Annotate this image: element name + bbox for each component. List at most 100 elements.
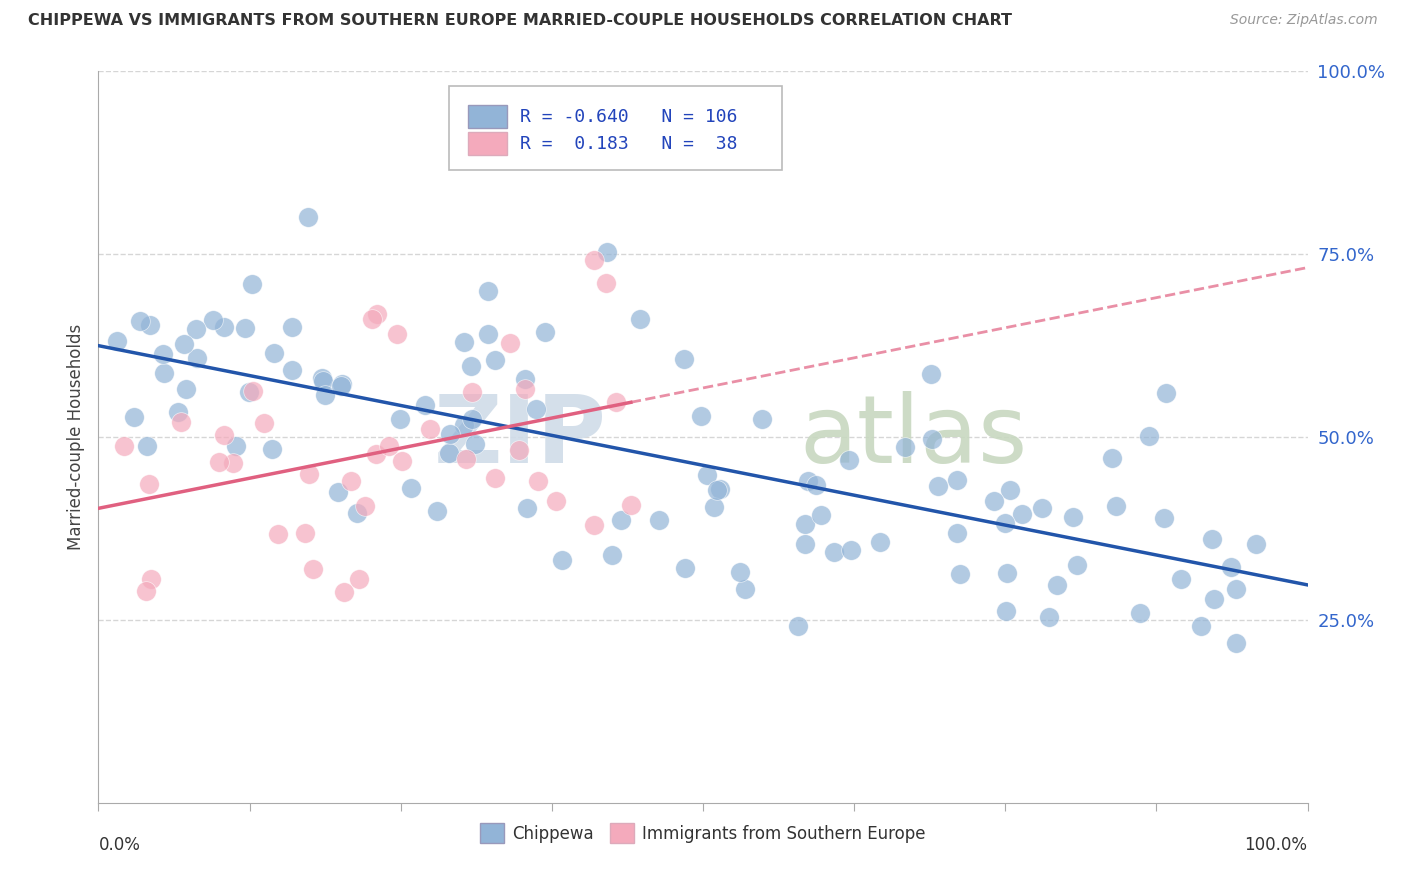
Text: R =  0.183   N =  38: R = 0.183 N = 38 [520,135,738,153]
Point [515,382,537,396]
Point [312,374,335,388]
Point [583,518,606,533]
Point [709,482,731,496]
Point [1101,451,1123,466]
Point [124,409,146,424]
Point [222,456,245,470]
Point [340,474,363,488]
Point [233,321,256,335]
Point [208,454,231,468]
Point [994,603,1017,617]
Point [1038,609,1060,624]
Point [263,345,285,359]
Point [508,442,530,457]
Point [173,337,195,351]
Point [1062,509,1084,524]
Point [1244,536,1267,550]
Point [464,436,486,450]
Point [823,545,845,559]
Point [385,326,408,341]
Point [461,412,484,426]
Point [314,388,336,402]
Point [484,353,506,368]
Point [595,277,617,291]
Point [280,320,302,334]
Point [242,384,264,398]
Point [628,312,651,326]
Point [262,442,284,456]
Point [797,474,820,488]
FancyBboxPatch shape [449,86,782,170]
Point [391,454,413,468]
Point [311,370,333,384]
Point [949,567,972,582]
Point [294,525,316,540]
Point [437,446,460,460]
Point [302,562,325,576]
Point [605,394,627,409]
Point [1129,606,1152,620]
Point [534,325,557,339]
Point [138,477,160,491]
Point [419,422,441,436]
Point [1204,592,1226,607]
Point [546,493,568,508]
Point [129,313,152,327]
Point [689,409,711,423]
Point [513,372,536,386]
Point [945,473,967,487]
Point [647,513,669,527]
Point [330,377,353,392]
Point [346,506,368,520]
Point [1066,558,1088,572]
Point [461,384,484,399]
Point [527,474,550,488]
Point [672,351,695,366]
Point [152,347,174,361]
Point [794,516,817,531]
Point [477,326,499,341]
Point [1189,619,1212,633]
Point [550,553,572,567]
Point [927,479,949,493]
Point [366,307,388,321]
Point [484,471,506,485]
Point [706,483,728,498]
Point [298,467,321,482]
Point [135,583,157,598]
Point [1153,510,1175,524]
Point [734,582,756,597]
Point [995,566,1018,581]
Point [136,439,159,453]
Point [810,508,832,522]
Point [1201,532,1223,546]
Text: atlas: atlas [800,391,1028,483]
Point [212,319,235,334]
Point [477,284,499,298]
FancyBboxPatch shape [468,105,508,128]
Point [112,439,135,453]
Point [170,415,193,429]
Point [596,245,619,260]
Text: Source: ZipAtlas.com: Source: ZipAtlas.com [1230,13,1378,28]
Point [600,549,623,563]
Point [332,585,354,599]
Text: R = -0.640   N = 106: R = -0.640 N = 106 [520,108,738,126]
Point [1031,501,1053,516]
Point [139,318,162,333]
Point [266,527,288,541]
Point [153,366,176,380]
Point [453,417,475,432]
Text: CHIPPEWA VS IMMIGRANTS FROM SOUTHERN EUROPE MARRIED-COUPLE HOUSEHOLDS CORRELATIO: CHIPPEWA VS IMMIGRANTS FROM SOUTHERN EUR… [28,13,1012,29]
Point [238,384,260,399]
Point [499,336,522,351]
Point [253,416,276,430]
Y-axis label: Married-couple Households: Married-couple Households [66,324,84,550]
Point [1154,385,1177,400]
FancyBboxPatch shape [468,132,508,155]
Point [460,359,482,374]
Point [994,516,1017,530]
Point [787,619,810,633]
Point [1011,507,1033,521]
Point [453,334,475,349]
